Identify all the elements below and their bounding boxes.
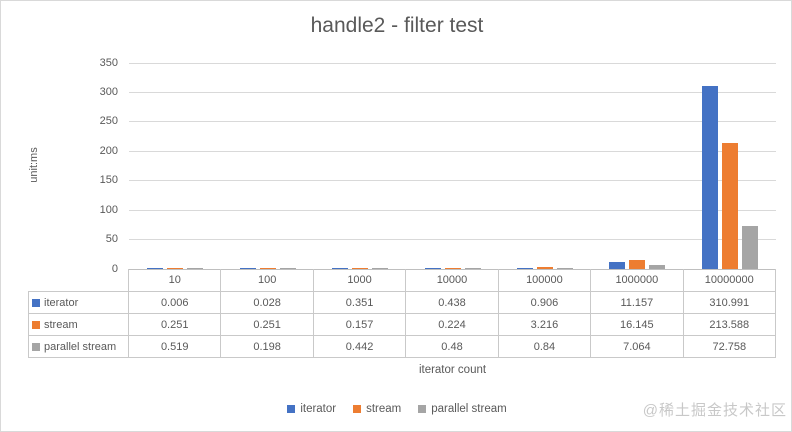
y-tick-label: 150 — [99, 174, 118, 187]
legend: iterator stream parallel stream — [1, 401, 791, 417]
bar-iterator — [332, 267, 349, 269]
gridline — [129, 150, 776, 152]
bar-iterator — [424, 267, 441, 269]
table-category-cell: 10000000 — [683, 269, 776, 292]
bar-parallel-stream — [187, 267, 204, 269]
gridline — [129, 91, 776, 93]
bar-iterator — [701, 85, 718, 269]
legend-label: parallel stream — [431, 403, 507, 415]
table-value-cell: 3.216 — [498, 314, 592, 336]
y-tick-label: 250 — [99, 115, 118, 128]
legend-label: stream — [366, 403, 402, 415]
legend-swatch-icon — [353, 405, 362, 413]
legend-item: iterator — [287, 403, 336, 415]
legend-swatch-icon — [418, 405, 427, 413]
table-corner-cell — [28, 269, 129, 292]
table-value-cell: 0.198 — [221, 336, 314, 358]
table-value-cell: 0.028 — [221, 292, 314, 314]
table-series-label: iterator — [28, 292, 129, 314]
table-value-cell: 7.064 — [591, 336, 684, 358]
legend-item: parallel stream — [418, 403, 507, 415]
gridline — [129, 62, 776, 64]
bar-stream — [259, 267, 276, 269]
y-tick-label: 0 — [111, 262, 118, 275]
table-value-cell: 0.84 — [498, 336, 592, 358]
data-table: 10 100 1000 10000 100000 1000000 10000000 itera… — [28, 269, 776, 358]
table-value-cell: 0.224 — [406, 314, 499, 336]
table-value-cell: 0.351 — [313, 292, 407, 314]
series-name: iterator — [44, 296, 79, 309]
table-value-cell: 0.438 — [406, 292, 499, 314]
x-axis-title: iterator count — [418, 364, 487, 376]
bar-stream — [536, 267, 553, 269]
legend-item: stream — [353, 403, 401, 415]
table-value-cell: 0.442 — [313, 336, 407, 358]
table-category-cell: 100 — [221, 269, 314, 292]
plot-area — [129, 62, 776, 270]
table-category-cell: 1000 — [313, 269, 407, 292]
table-value-cell: 0.48 — [406, 336, 499, 358]
table-value-cell: 0.006 — [129, 292, 222, 314]
gridline — [129, 180, 776, 182]
y-tick-label: 100 — [99, 203, 118, 216]
table-value-cell: 0.519 — [129, 336, 222, 358]
bar-stream — [629, 259, 646, 269]
bar-iterator — [516, 267, 533, 269]
table-category-cell: 10 — [129, 269, 222, 292]
bar-stream — [167, 267, 184, 269]
table-category-cell: 10000 — [406, 269, 499, 292]
series-swatch-icon — [32, 342, 40, 351]
y-tick-label: 350 — [99, 56, 118, 69]
bar-stream — [721, 143, 738, 269]
table-value-cell: 0.251 — [221, 314, 314, 336]
table-series-label: parallel stream — [28, 336, 129, 358]
series-swatch-icon — [32, 320, 40, 329]
y-tick-label: 200 — [99, 144, 118, 157]
bar-iterator — [609, 262, 626, 269]
table-value-cell: 0.906 — [498, 292, 592, 314]
table-value-cell: 0.251 — [129, 314, 222, 336]
series-name: parallel stream — [44, 340, 117, 353]
y-axis-title: unit:ms — [28, 147, 40, 183]
legend-swatch-icon — [287, 405, 296, 413]
bar-iterator — [239, 267, 256, 269]
series-swatch-icon — [32, 298, 40, 307]
y-tick-label: 50 — [105, 233, 118, 246]
bar-stream — [444, 267, 461, 269]
legend-label: iterator — [300, 403, 337, 415]
table-category-cell: 100000 — [498, 269, 592, 292]
bar-stream — [352, 267, 369, 269]
bar-parallel-stream — [372, 267, 389, 269]
y-tick-label: 300 — [99, 85, 118, 98]
table-value-cell: 213.588 — [683, 314, 776, 336]
table-value-cell: 11.157 — [591, 292, 684, 314]
bar-iterator — [147, 267, 164, 269]
bar-parallel-stream — [464, 267, 481, 269]
table-value-cell: 310.991 — [683, 292, 776, 314]
bar-parallel-stream — [279, 267, 296, 269]
gridline — [129, 209, 776, 211]
chart-title: handle2 - filter test — [310, 14, 484, 37]
bar-parallel-stream — [649, 264, 666, 269]
table-series-label: stream — [28, 314, 129, 336]
series-name: stream — [44, 318, 78, 331]
table-value-cell: 72.758 — [683, 336, 776, 358]
gridline — [129, 239, 776, 241]
table-value-cell: 0.157 — [313, 314, 407, 336]
table-category-cell: 1000000 — [591, 269, 684, 292]
watermark: @稀土掘金技术社区 — [642, 402, 787, 419]
bar-parallel-stream — [741, 226, 758, 269]
bar-parallel-stream — [556, 267, 573, 269]
gridline — [129, 121, 776, 123]
table-value-cell: 16.145 — [591, 314, 684, 336]
